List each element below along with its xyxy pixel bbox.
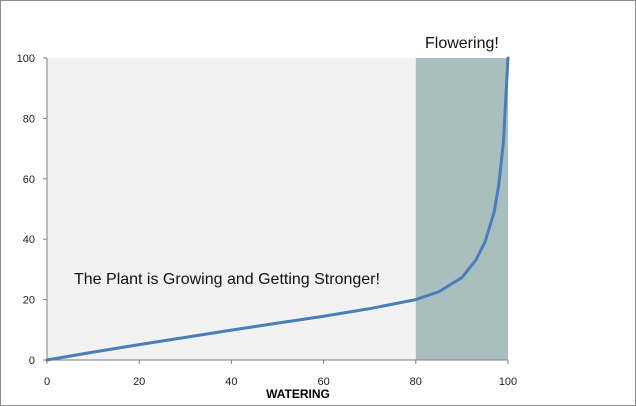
y-tick-label: 80 bbox=[23, 113, 35, 125]
y-tick-label: 20 bbox=[23, 295, 35, 307]
growing-annotation: The Plant is Growing and Getting Stronge… bbox=[74, 271, 380, 288]
x-tick-label: 0 bbox=[44, 376, 50, 388]
flowering-annotation: Flowering! bbox=[425, 35, 499, 52]
x-tick-label: 40 bbox=[225, 376, 237, 388]
growing-region bbox=[47, 58, 416, 360]
y-tick-label: 0 bbox=[29, 355, 35, 367]
flowering-region bbox=[415, 58, 508, 360]
x-tick-label: 60 bbox=[317, 376, 329, 388]
y-tick-label: 60 bbox=[23, 174, 35, 186]
x-tick-label: 20 bbox=[133, 376, 145, 388]
series-line bbox=[45, 56, 510, 362]
x-axis-title: WATERING bbox=[266, 387, 330, 401]
y-tick-label: 40 bbox=[23, 234, 35, 246]
y-tick-label: 100 bbox=[17, 53, 35, 65]
x-tick-label: 80 bbox=[410, 376, 422, 388]
x-tick-label: 100 bbox=[499, 376, 517, 388]
